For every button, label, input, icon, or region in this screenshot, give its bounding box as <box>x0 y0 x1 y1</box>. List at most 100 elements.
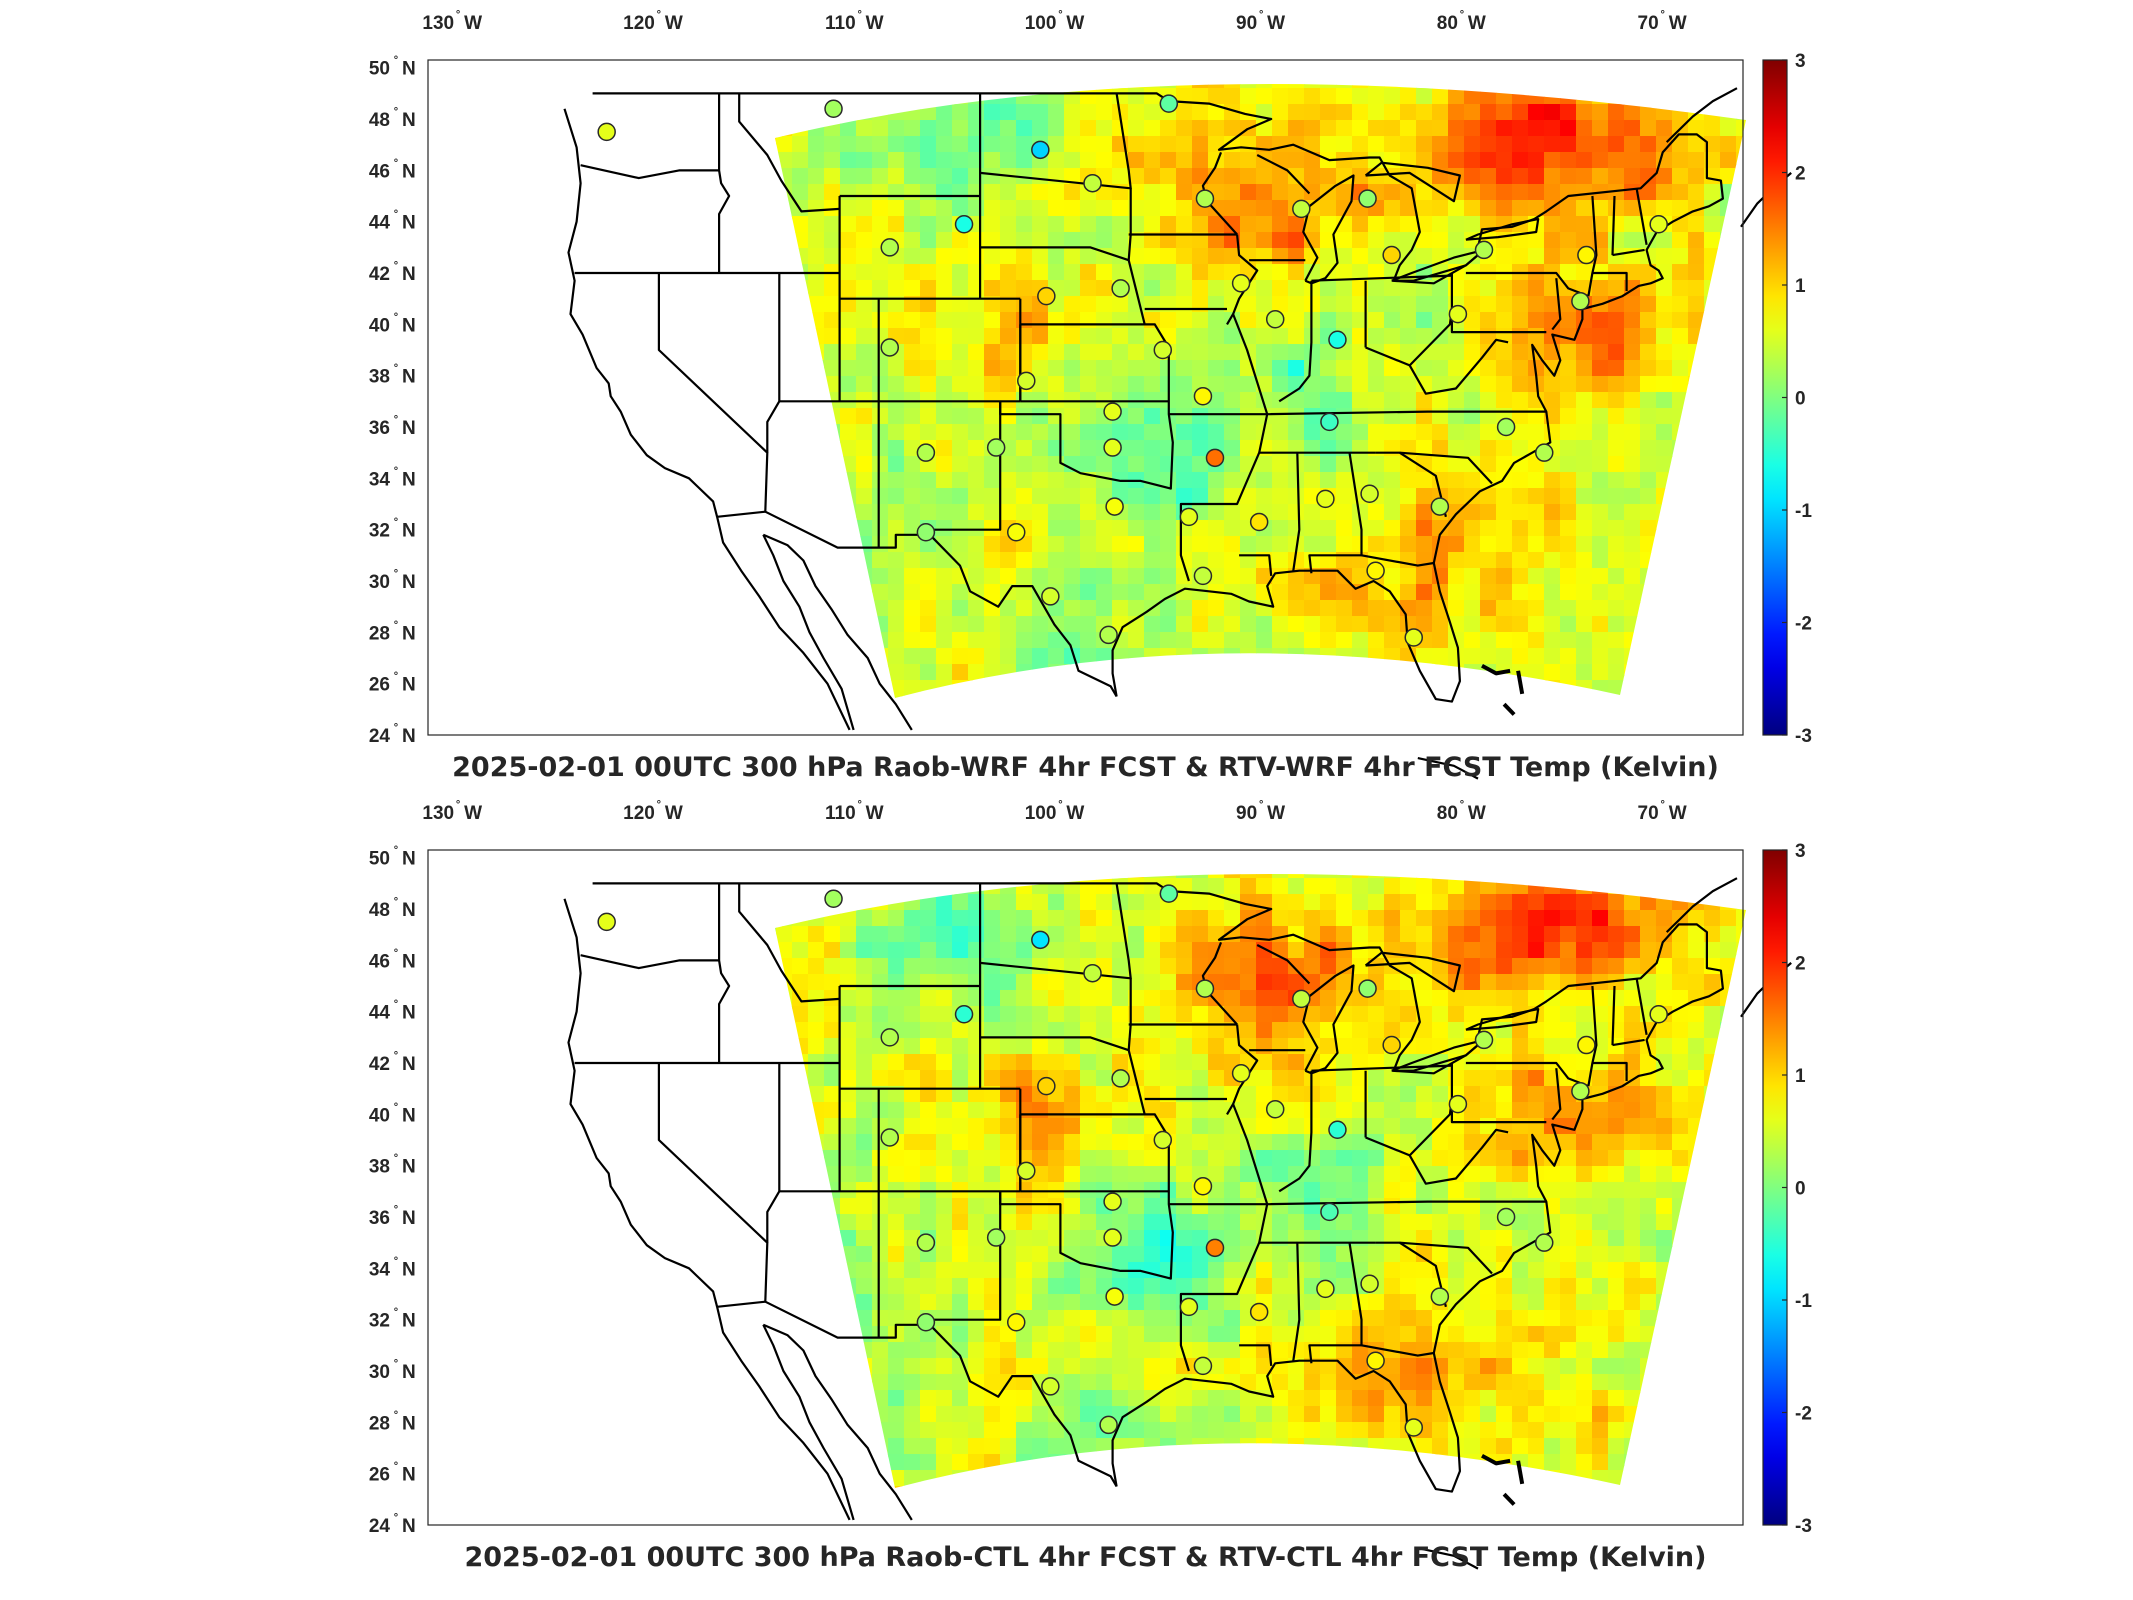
station-marker <box>1179 1297 1199 1317</box>
station-marker <box>1195 189 1215 208</box>
svg-text:°: ° <box>394 209 398 221</box>
station-marker <box>1193 566 1213 586</box>
svg-text:38: 38 <box>369 367 390 388</box>
station-marker <box>916 1312 936 1332</box>
svg-text:N: N <box>402 161 416 182</box>
svg-text:°: ° <box>394 722 398 734</box>
station-marker <box>1534 1233 1554 1252</box>
svg-text:44: 44 <box>369 213 391 234</box>
svg-text:°: ° <box>394 517 398 529</box>
svg-text:°: ° <box>394 619 398 631</box>
station-marker <box>1179 507 1199 527</box>
panel-raob-wrf: 130 ° W 120 ° W 110 ° W 100 ° W 90 ° W 80 ° W 70 ° W 50 ° N 48 ° N… <box>369 9 1812 783</box>
svg-text:°: ° <box>1660 9 1664 21</box>
svg-text:W: W <box>1267 13 1285 34</box>
svg-text:N: N <box>402 213 416 234</box>
lon-tick-label: 130 ° W <box>422 9 482 34</box>
lat-tick-label: 32 ° N <box>369 1307 416 1332</box>
map-figure: 130 ° W 120 ° W 110 ° W 100 ° W 90 ° W 80 ° W 70 ° W50 ° N48 ° N… <box>369 9 1812 783</box>
lat-tick-label: 34 ° N <box>369 465 416 490</box>
station-marker <box>1017 1161 1036 1181</box>
station-marker <box>1382 245 1401 265</box>
station-marker <box>880 238 900 257</box>
colorbar-tick-label: 0 <box>1795 1179 1806 1200</box>
svg-text:°: ° <box>394 311 398 323</box>
svg-text:26: 26 <box>369 675 390 696</box>
lat-tick-label: 48 ° N <box>369 896 416 921</box>
lon-tick-label: 120 ° W <box>623 9 683 34</box>
svg-text:36: 36 <box>369 418 390 439</box>
map-boundaries <box>563 87 1792 780</box>
station-marker <box>1649 215 1668 234</box>
station-marker <box>1193 1176 1213 1196</box>
station-marker <box>1328 330 1347 350</box>
station-marker <box>1448 1094 1468 1114</box>
station-marker <box>1366 561 1385 580</box>
colorbar-tick-label: 2 <box>1795 164 1806 185</box>
station-marker <box>1099 1415 1118 1435</box>
svg-text:W: W <box>866 13 884 34</box>
lat-tick-label: 38 ° N <box>369 363 416 388</box>
station-marker <box>824 99 843 119</box>
lat-tick-label: 24 ° N <box>369 1512 416 1537</box>
lat-tick-label: 26 ° N <box>369 1461 416 1486</box>
lon-tick-label: 80 ° W <box>1437 9 1486 34</box>
lat-tick-label: 24 ° N <box>369 722 416 747</box>
station-marker <box>1006 1312 1026 1332</box>
station-marker <box>1017 371 1036 391</box>
station-marker <box>1404 1418 1423 1437</box>
station-marker <box>1249 512 1269 532</box>
lat-tick-label: 46 ° N <box>369 157 416 182</box>
station-marker <box>1292 199 1311 219</box>
svg-text:N: N <box>402 726 416 747</box>
colorbar-tick-label: -2 <box>1795 614 1812 635</box>
station-marker <box>1649 1005 1668 1024</box>
station-marker <box>916 1233 936 1252</box>
station-marker <box>1195 979 1215 998</box>
station-marker <box>1083 173 1102 193</box>
svg-text:N: N <box>402 315 416 336</box>
station-marker <box>1320 412 1339 432</box>
svg-text:W: W <box>1066 13 1084 34</box>
svg-text:°: ° <box>394 106 398 118</box>
svg-text:N: N <box>402 469 416 490</box>
station-marker <box>1430 1287 1450 1306</box>
station-marker <box>1111 279 1130 298</box>
station-marker <box>1103 1228 1122 1247</box>
lon-tick-label: 70 ° W <box>1638 9 1687 34</box>
lat-tick-label: 32 ° N <box>369 517 416 542</box>
svg-text:N: N <box>402 367 416 388</box>
lon-tick-label: 130 ° W <box>422 799 482 824</box>
lon-tick-label: 90 ° W <box>1236 799 1285 824</box>
station-marker <box>1571 292 1590 311</box>
station-marker <box>1292 989 1311 1009</box>
svg-text:48: 48 <box>369 110 390 131</box>
station-marker <box>1193 1356 1213 1376</box>
station-marker <box>1474 1030 1494 1050</box>
svg-text:°: ° <box>1058 9 1062 21</box>
svg-text:28: 28 <box>369 623 390 644</box>
station-marker <box>1103 438 1122 457</box>
colorbar-tick-label: -1 <box>1795 1291 1812 1312</box>
station-marker <box>986 438 1006 457</box>
svg-text:N: N <box>402 623 416 644</box>
lon-tick-label: 100 ° W <box>1025 799 1085 824</box>
station-marker <box>954 1005 974 1024</box>
svg-text:100: 100 <box>1025 13 1057 34</box>
station-marker <box>1205 1238 1225 1258</box>
lon-tick-label: 120 ° W <box>623 799 683 824</box>
colorbar-tick-label: 3 <box>1795 841 1806 862</box>
station-marker <box>1105 497 1124 516</box>
lon-tick-label: 110 ° W <box>825 9 884 34</box>
station-marker <box>1031 140 1050 160</box>
station-marker <box>880 1128 900 1147</box>
station-marker <box>1320 1202 1339 1222</box>
station-marker <box>1099 625 1118 645</box>
svg-text:130: 130 <box>422 13 454 34</box>
svg-text:°: ° <box>394 363 398 375</box>
svg-text:30: 30 <box>369 572 390 593</box>
station-marker <box>1083 963 1102 983</box>
svg-text:°: ° <box>394 414 398 426</box>
lat-tick-label: 40 ° N <box>369 1101 416 1126</box>
station-markers <box>597 884 1668 1437</box>
